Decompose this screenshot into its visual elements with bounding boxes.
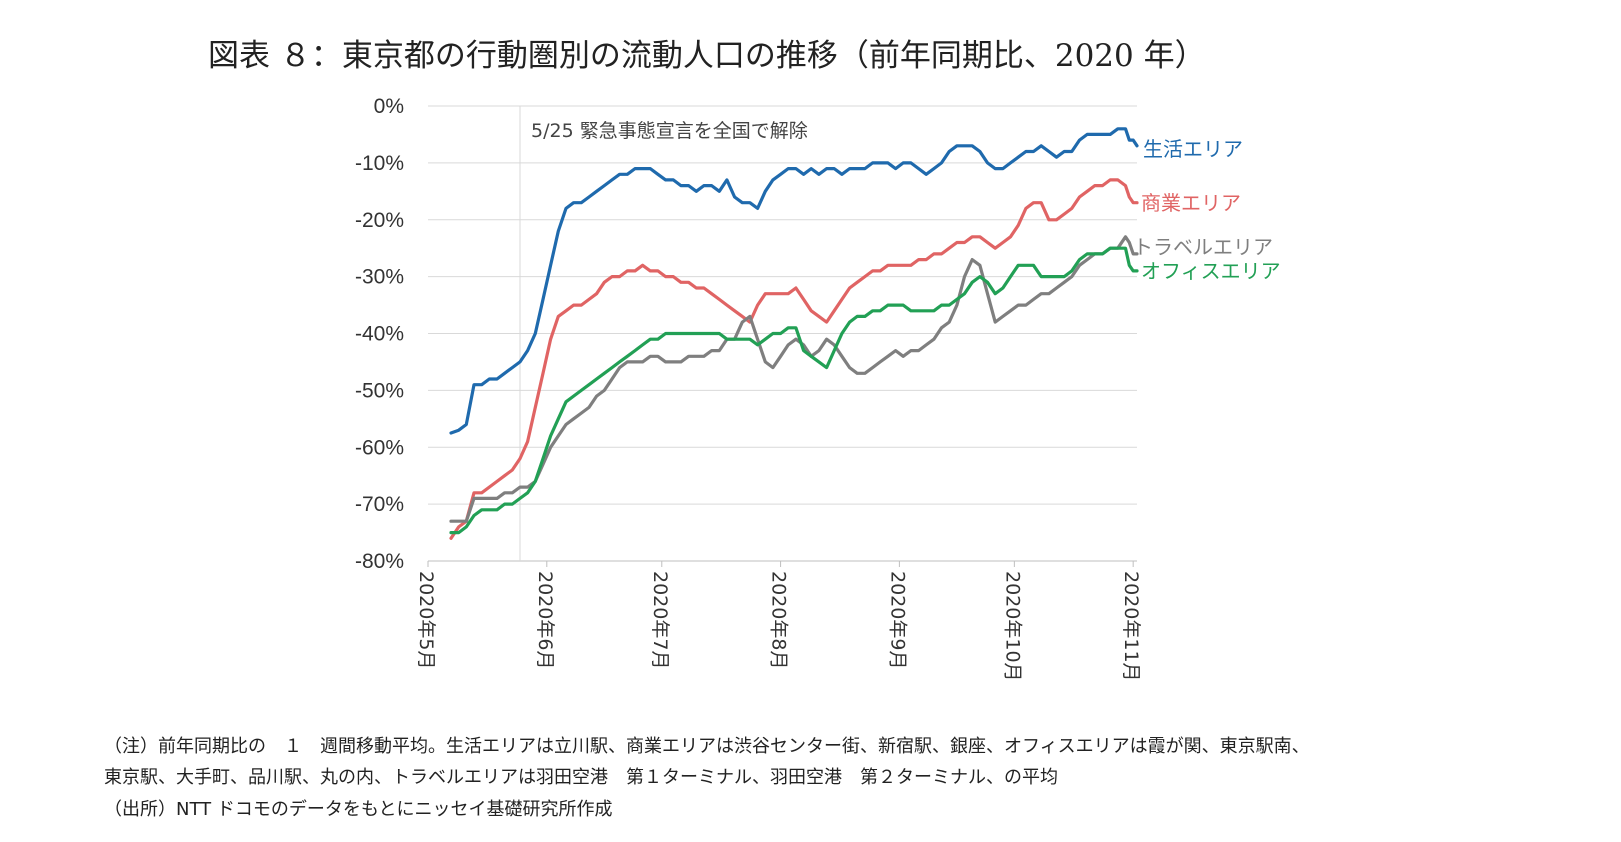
series-line (449, 127, 1139, 435)
series-lines (449, 127, 1139, 540)
series-label: トラベルエリア (1133, 235, 1273, 259)
series-label: 生活エリア (1143, 137, 1243, 161)
y-tick-label: -60% (355, 436, 404, 459)
series-label: オフィスエリア (1141, 259, 1281, 283)
x-tick-label: 2020年8月 (768, 571, 790, 669)
y-tick-label: -40% (355, 323, 404, 346)
note-line-2: 東京駅、大手町、品川駅、丸の内、トラベルエリアは羽田空港 第１ターミナル、羽田空… (104, 767, 1058, 788)
y-tick-label: -70% (355, 493, 404, 516)
x-tick-label: 2020年9月 (886, 571, 908, 669)
annotation-text: 5/25 緊急事態宣言を全国で解除 (531, 120, 808, 142)
x-tick-label: 2020年5月 (415, 571, 437, 669)
y-tick-label: -80% (355, 550, 404, 573)
y-tick-label: -30% (355, 266, 404, 289)
y-tick-label: -10% (355, 152, 404, 175)
series-line (449, 178, 1139, 540)
source-note: （出所）NTT ドコモのデータをもとにニッセイ基礎研究所作成 (104, 799, 613, 820)
series-line (449, 235, 1139, 523)
x-tick-label: 2020年6月 (534, 571, 556, 669)
series-line (449, 246, 1139, 535)
y-tick-label: -20% (355, 209, 404, 232)
y-tick-label: -50% (355, 379, 404, 402)
series-label: 商業エリア (1141, 191, 1241, 215)
x-tick-label: 2020年11月 (1120, 571, 1142, 682)
x-tick-label: 2020年10月 (1001, 571, 1023, 682)
y-tick-labels: 0% -10% -20% -30% -40% -50% -60% -70% -80% (355, 95, 404, 573)
note-line-1: （注）前年同期比の １ 週間移動平均。生活エリアは立川駅、商業エリアは渋谷センタ… (104, 736, 1310, 757)
y-tick-label: 0% (374, 95, 404, 118)
chart-title: 図表 ８：東京都の行動圏別の流動人口の推移（前年同期比、2020 年） (208, 38, 1206, 74)
x-tick-labels: 2020年5月 2020年6月 2020年7月 2020年8月 2020年9月 2020年… (415, 561, 1142, 682)
annotation: 5/25 緊急事態宣言を全国で解除 (519, 106, 808, 561)
x-tick-label: 2020年7月 (649, 571, 671, 669)
